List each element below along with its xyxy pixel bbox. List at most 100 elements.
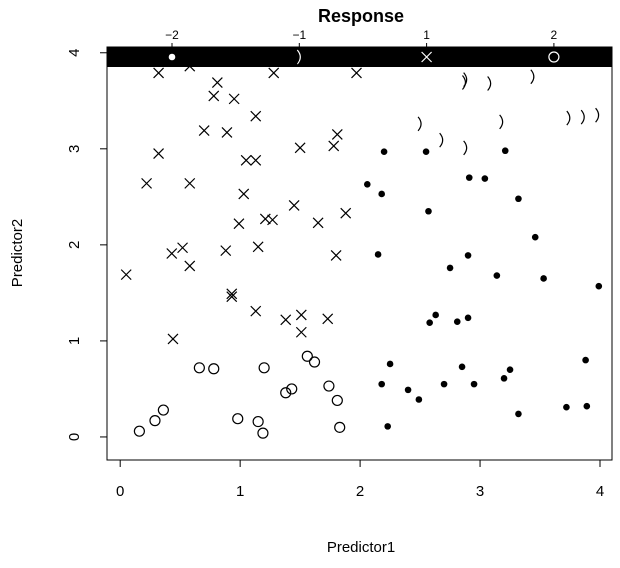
point	[499, 114, 504, 130]
point	[464, 314, 472, 322]
point	[208, 90, 220, 102]
point	[252, 415, 264, 428]
y-tick-label: 3	[66, 145, 83, 153]
point	[141, 177, 153, 189]
point	[166, 248, 178, 259]
point	[531, 233, 539, 241]
point	[363, 181, 371, 188]
x-tick-label: 0	[116, 483, 124, 500]
point	[250, 305, 262, 317]
point	[566, 110, 571, 126]
point	[331, 394, 343, 407]
point	[330, 249, 342, 261]
point	[470, 380, 478, 388]
point	[563, 403, 570, 411]
point	[220, 245, 232, 257]
x-tick-label: 4	[596, 483, 604, 500]
point	[250, 154, 262, 166]
legend-label: 2	[551, 28, 558, 42]
point	[384, 423, 391, 430]
point	[184, 60, 196, 72]
legend-band	[107, 47, 612, 67]
point	[446, 264, 454, 272]
point	[211, 77, 223, 88]
point	[426, 319, 433, 326]
point	[323, 380, 335, 392]
point	[481, 175, 489, 182]
point	[232, 413, 244, 425]
point	[149, 415, 161, 427]
legend-symbol	[296, 49, 301, 65]
point	[506, 366, 514, 374]
point	[500, 375, 508, 382]
point	[432, 311, 439, 319]
point	[461, 75, 467, 90]
point	[295, 309, 307, 321]
point	[328, 140, 340, 152]
point	[404, 386, 412, 394]
point	[595, 107, 600, 123]
point	[301, 350, 313, 362]
point	[238, 188, 250, 200]
legend-label: −1	[292, 28, 306, 42]
point	[415, 396, 423, 403]
point	[198, 125, 210, 136]
point	[177, 242, 188, 254]
point	[184, 177, 196, 189]
legend-symbol	[421, 51, 433, 63]
point	[582, 356, 589, 364]
point	[465, 174, 473, 181]
point	[153, 67, 165, 79]
point	[133, 425, 145, 437]
point	[295, 50, 300, 65]
point	[374, 251, 382, 258]
point	[308, 356, 321, 368]
y-tick-label: 0	[66, 433, 83, 441]
point	[267, 214, 278, 226]
point	[208, 363, 220, 375]
legend-label: −2	[165, 28, 179, 42]
point	[453, 318, 461, 325]
point	[258, 362, 270, 374]
point	[286, 383, 298, 395]
point	[252, 241, 264, 253]
point	[268, 67, 280, 79]
point	[334, 421, 346, 433]
point	[501, 147, 509, 155]
point	[487, 76, 492, 91]
point	[595, 282, 603, 290]
point	[540, 275, 547, 282]
point	[257, 427, 269, 439]
point	[439, 132, 444, 148]
point	[458, 363, 466, 371]
point	[226, 288, 238, 300]
point	[120, 269, 132, 281]
y-tick-label: 2	[66, 241, 83, 249]
point	[378, 380, 385, 388]
point	[515, 410, 522, 418]
point	[351, 67, 362, 79]
point	[440, 380, 448, 388]
legend-symbol	[168, 53, 176, 61]
x-tick-label: 2	[356, 483, 364, 500]
point	[583, 402, 591, 410]
y-axis-label: Predictor2	[9, 219, 26, 287]
point	[167, 333, 179, 345]
point	[515, 195, 522, 203]
point	[322, 313, 334, 325]
point	[228, 93, 240, 105]
point	[280, 387, 292, 399]
point	[295, 326, 307, 338]
point	[250, 110, 262, 122]
x-tick-label: 3	[476, 483, 484, 500]
point	[493, 272, 501, 279]
point	[157, 404, 169, 416]
point	[422, 148, 430, 155]
point	[240, 154, 252, 166]
y-tick-label: 1	[66, 337, 83, 345]
point	[417, 116, 422, 132]
x-tick-label: 1	[236, 483, 244, 500]
point	[294, 142, 306, 154]
legend-symbol	[548, 51, 560, 63]
